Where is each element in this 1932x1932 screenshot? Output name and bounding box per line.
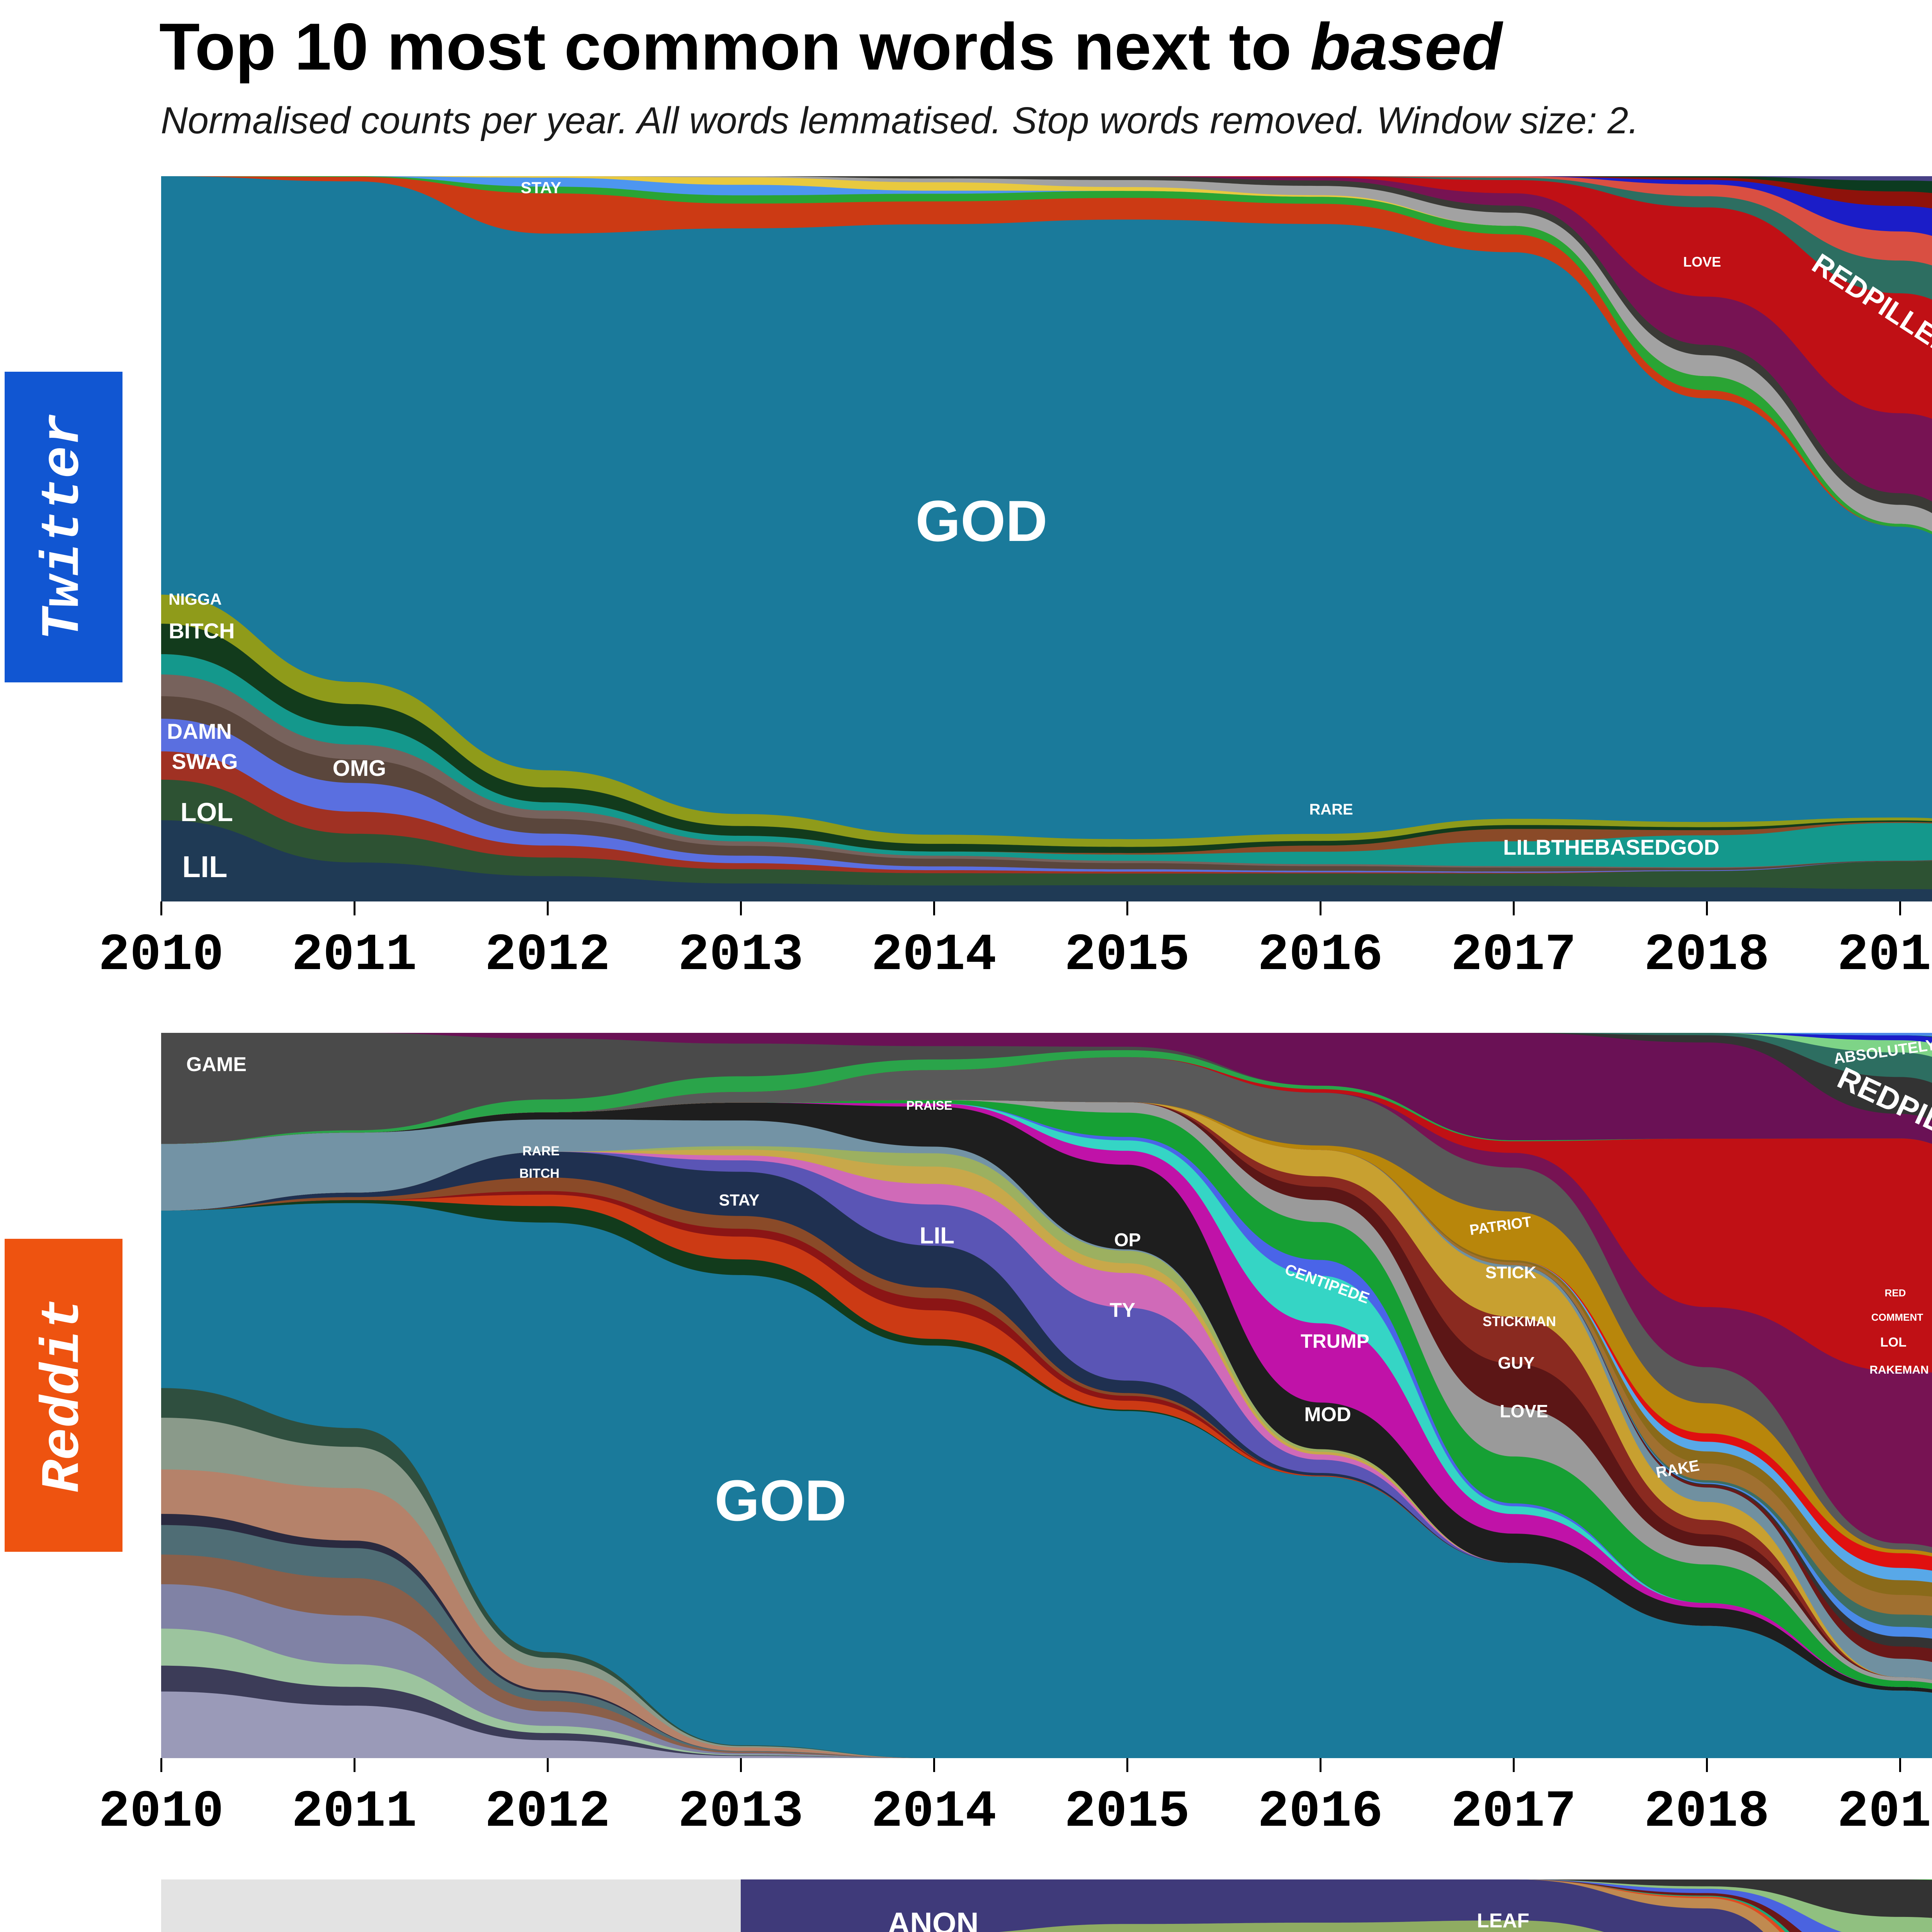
svg-text:2013: 2013	[678, 926, 803, 985]
svg-text:STICK: STICK	[1485, 1263, 1536, 1282]
svg-text:BITCH: BITCH	[168, 619, 235, 643]
svg-text:2012: 2012	[485, 1782, 610, 1842]
svg-text:2015: 2015	[1065, 1782, 1190, 1842]
svg-text:RED: RED	[1885, 1287, 1906, 1299]
svg-text:Normalised counts per year. Al: Normalised counts per year. All words le…	[161, 99, 1639, 141]
svg-text:LOL: LOL	[1880, 1335, 1906, 1350]
svg-text:LIL: LIL	[182, 850, 228, 884]
svg-text:2017: 2017	[1451, 926, 1576, 985]
svg-text:STAY: STAY	[719, 1191, 759, 1209]
svg-text:2018: 2018	[1644, 1782, 1769, 1842]
svg-text:Top 10 most common words next: Top 10 most common words next to based	[159, 10, 1503, 84]
svg-text:RAKEMAN: RAKEMAN	[1869, 1364, 1929, 1376]
svg-text:DAMN: DAMN	[167, 719, 232, 743]
svg-text:Twitter: Twitter	[33, 413, 95, 641]
svg-text:LOVE: LOVE	[1683, 254, 1721, 270]
svg-text:2012: 2012	[485, 926, 610, 985]
svg-text:GOD: GOD	[915, 488, 1048, 553]
svg-text:2015: 2015	[1065, 926, 1190, 985]
svg-text:NIGGA: NIGGA	[168, 590, 222, 608]
svg-text:LIL: LIL	[920, 1223, 954, 1248]
svg-text:2010: 2010	[99, 926, 224, 985]
svg-text:LEAF: LEAF	[1477, 1910, 1529, 1932]
svg-text:2016: 2016	[1258, 926, 1383, 985]
svg-text:TY: TY	[1110, 1299, 1135, 1321]
svg-text:LILBTHEBASEDGOD: LILBTHEBASEDGOD	[1503, 835, 1719, 859]
svg-text:RARE: RARE	[1309, 801, 1353, 818]
svg-text:GUY: GUY	[1498, 1354, 1534, 1372]
svg-text:STICKMAN: STICKMAN	[1483, 1313, 1556, 1329]
svg-text:PRAISE: PRAISE	[906, 1099, 952, 1112]
svg-text:2014: 2014	[871, 926, 997, 985]
svg-text:MOD: MOD	[1304, 1403, 1351, 1426]
svg-text:ANON: ANON	[888, 1906, 979, 1932]
svg-text:2016: 2016	[1258, 1782, 1383, 1842]
svg-text:Reddit: Reddit	[33, 1298, 95, 1493]
svg-text:GAME: GAME	[186, 1053, 247, 1076]
svg-text:TRUMP: TRUMP	[1301, 1330, 1369, 1352]
svg-text:OMG: OMG	[333, 756, 386, 781]
svg-text:2018: 2018	[1644, 926, 1769, 985]
svg-text:2019: 2019	[1837, 1782, 1932, 1842]
svg-text:2013: 2013	[678, 1782, 803, 1842]
svg-text:BITCH: BITCH	[519, 1166, 560, 1181]
svg-text:2010: 2010	[99, 1782, 224, 1842]
svg-text:2019: 2019	[1837, 926, 1932, 985]
svg-text:GOD: GOD	[714, 1468, 847, 1533]
svg-text:2011: 2011	[292, 926, 417, 985]
svg-text:SWAG: SWAG	[172, 749, 238, 774]
svg-text:COMMENT: COMMENT	[1871, 1311, 1923, 1323]
svg-text:OP: OP	[1114, 1230, 1141, 1250]
svg-text:LOL: LOL	[180, 798, 233, 827]
svg-text:STAY: STAY	[520, 179, 561, 197]
svg-text:2014: 2014	[871, 1782, 997, 1842]
svg-text:2017: 2017	[1451, 1782, 1576, 1842]
svg-text:2011: 2011	[292, 1782, 417, 1842]
svg-text:LOVE: LOVE	[1500, 1401, 1548, 1421]
svg-text:RARE: RARE	[522, 1144, 560, 1158]
